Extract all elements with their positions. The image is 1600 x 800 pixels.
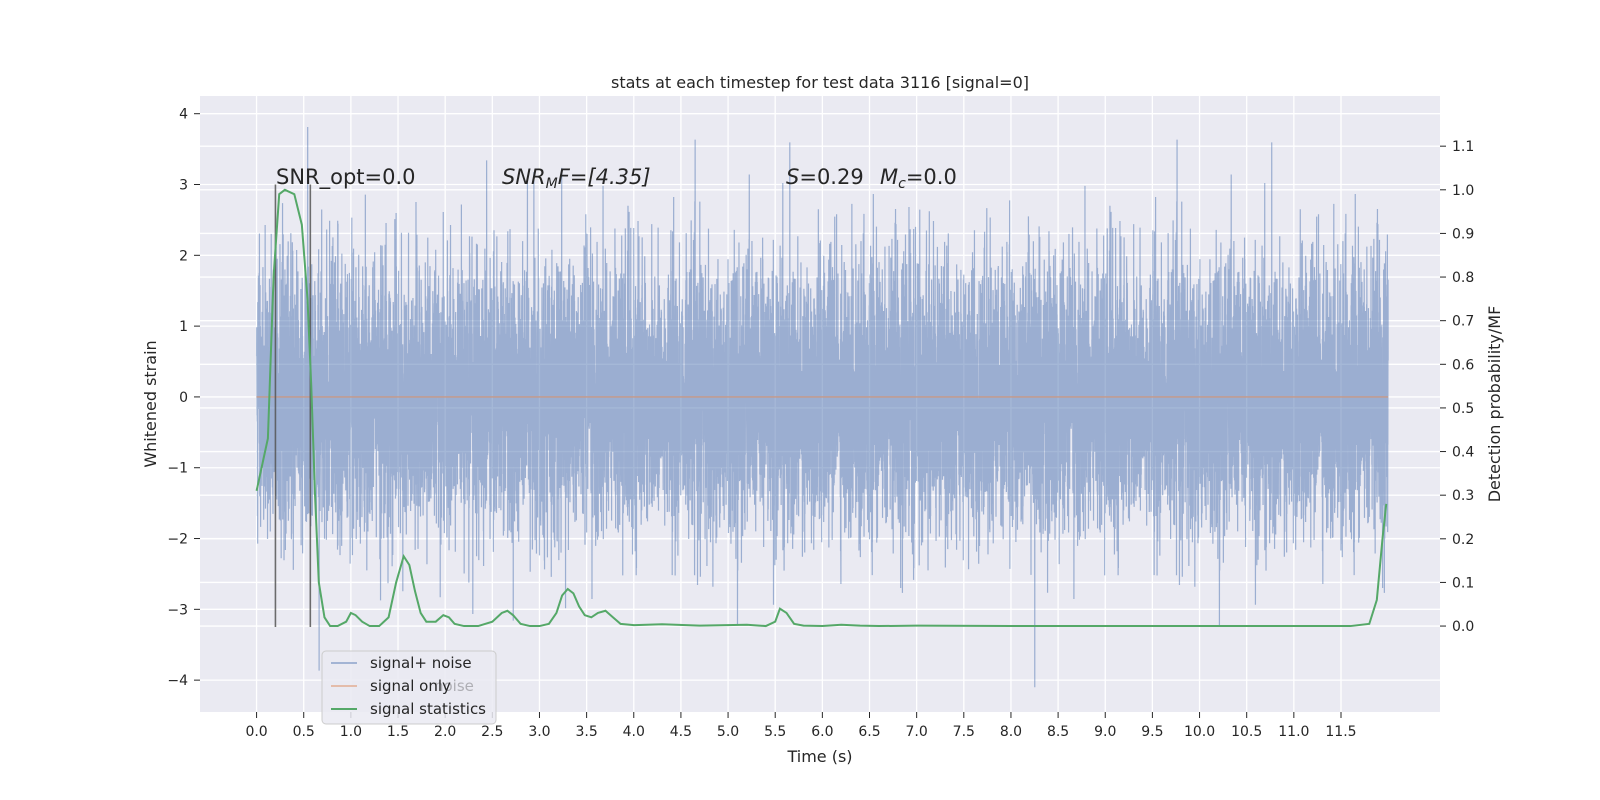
y-tick-label-2: −2 bbox=[167, 532, 188, 548]
x-tick-label-20: 10.0 bbox=[1184, 724, 1215, 740]
y-axis-left: −4 −3 −2 −1 0 1 2 3 4 bbox=[167, 107, 200, 689]
x-tick-label-14: 7.0 bbox=[906, 724, 928, 740]
x-tick-label-22: 11.0 bbox=[1278, 724, 1309, 740]
legend: signal+ noise noise signal only signal s… bbox=[321, 650, 497, 725]
y2-tick-label-0: 0.0 bbox=[1452, 619, 1474, 635]
x-axis: 0.0 0.5 1.0 1.5 2.0 2.5 3.0 3.5 4.0 4.5 5.0 5.5 6.0 6… bbox=[245, 712, 1357, 740]
x-tick-label-2: 1.0 bbox=[340, 724, 362, 740]
x-tick-label-12: 6.0 bbox=[811, 724, 833, 740]
annotation-snr-opt: SNR_opt=0.0 bbox=[276, 165, 416, 190]
y-tick-label-7: 3 bbox=[179, 178, 188, 194]
x-axis-title: Time (s) bbox=[786, 747, 852, 766]
series-signal-statistics bbox=[255, 188, 1388, 628]
y2-tick-label-11: 1.1 bbox=[1452, 139, 1474, 155]
y-axis-right: 0.0 0.1 0.2 0.3 0.4 0.5 0.6 0.7 0.8 0.9 1.0 1.1 bbox=[1440, 139, 1474, 635]
x-tick-label-1: 0.5 bbox=[293, 724, 315, 740]
y2-tick-label-2: 0.2 bbox=[1452, 532, 1474, 548]
x-tick-label-7: 3.5 bbox=[575, 724, 597, 740]
y-tick-label-6: 2 bbox=[179, 248, 188, 264]
x-tick-label-8: 4.0 bbox=[623, 724, 645, 740]
annotation-s-value: =0.29 bbox=[799, 165, 863, 189]
plot-area bbox=[255, 126, 1389, 688]
y2-tick-label-5: 0.5 bbox=[1452, 401, 1474, 417]
x-tick-label-23: 11.5 bbox=[1325, 724, 1356, 740]
x-tick-label-19: 9.5 bbox=[1141, 724, 1163, 740]
x-tick-label-17: 8.5 bbox=[1047, 724, 1069, 740]
x-tick-label-5: 2.5 bbox=[481, 724, 503, 740]
x-tick-label-11: 5.5 bbox=[764, 724, 786, 740]
annotation-s-symbol: S bbox=[786, 165, 799, 189]
annotation-snr-mf-value: F=[4.35] bbox=[558, 165, 651, 189]
legend-box bbox=[321, 650, 497, 725]
legend-ghost-text: noise bbox=[434, 677, 474, 695]
x-tick-label-6: 3.0 bbox=[528, 724, 550, 740]
y-tick-label-8: 4 bbox=[179, 107, 188, 123]
y-axis-title: Whitened strain bbox=[141, 340, 160, 467]
legend-label-stats: signal statistics bbox=[370, 700, 486, 718]
annotation-s: S=0.29 bbox=[786, 165, 864, 189]
x-tick-label-13: 6.5 bbox=[858, 724, 880, 740]
y2-tick-label-3: 0.3 bbox=[1452, 488, 1474, 504]
y-tick-label-5: 1 bbox=[179, 319, 188, 335]
y-tick-label-3: −1 bbox=[167, 461, 188, 477]
annotation-mc-symbol: M bbox=[880, 165, 898, 189]
annotation-snr-mf-symbol: SNR bbox=[502, 165, 546, 189]
annotation-mc-value: =0.0 bbox=[906, 165, 957, 189]
x-tick-label-4: 2.0 bbox=[434, 724, 456, 740]
y2-tick-label-9: 0.9 bbox=[1452, 226, 1474, 242]
chart-title: stats at each timestep for test data 311… bbox=[611, 73, 1029, 92]
y2-tick-label-10: 1.0 bbox=[1452, 183, 1474, 199]
y2-tick-label-4: 0.4 bbox=[1452, 445, 1474, 461]
x-tick-label-18: 9.0 bbox=[1094, 724, 1116, 740]
x-tick-label-0: 0.0 bbox=[245, 724, 267, 740]
annotation-snr-mf: SNRMF=[4.35] bbox=[502, 165, 651, 192]
annotation-mc: Mc=0.0 bbox=[880, 165, 957, 192]
y-tick-label-4: 0 bbox=[179, 390, 188, 406]
legend-label-signal: signal only bbox=[370, 677, 451, 695]
y-tick-label-1: −3 bbox=[167, 602, 188, 618]
x-tick-label-21: 10.5 bbox=[1231, 724, 1262, 740]
x-tick-label-15: 7.5 bbox=[953, 724, 975, 740]
x-tick-label-9: 4.5 bbox=[670, 724, 692, 740]
y2-tick-label-6: 0.6 bbox=[1452, 357, 1474, 373]
x-tick-label-10: 5.0 bbox=[717, 724, 739, 740]
annotation-mc-subscript: c bbox=[898, 176, 906, 192]
x-tick-label-16: 8.0 bbox=[1000, 724, 1022, 740]
y-tick-label-0: −4 bbox=[167, 673, 188, 689]
y2-axis-title: Detection probability/MF bbox=[1485, 306, 1504, 503]
legend-label-noise: signal+ noise bbox=[370, 654, 472, 672]
series-signal-plus-noise bbox=[255, 126, 1389, 688]
annotation-snr-mf-subscript: M bbox=[546, 176, 558, 192]
y2-tick-label-8: 0.8 bbox=[1452, 270, 1474, 286]
y2-tick-label-7: 0.7 bbox=[1452, 314, 1474, 330]
x-tick-label-3: 1.5 bbox=[387, 724, 409, 740]
y2-tick-label-1: 0.1 bbox=[1452, 575, 1474, 591]
